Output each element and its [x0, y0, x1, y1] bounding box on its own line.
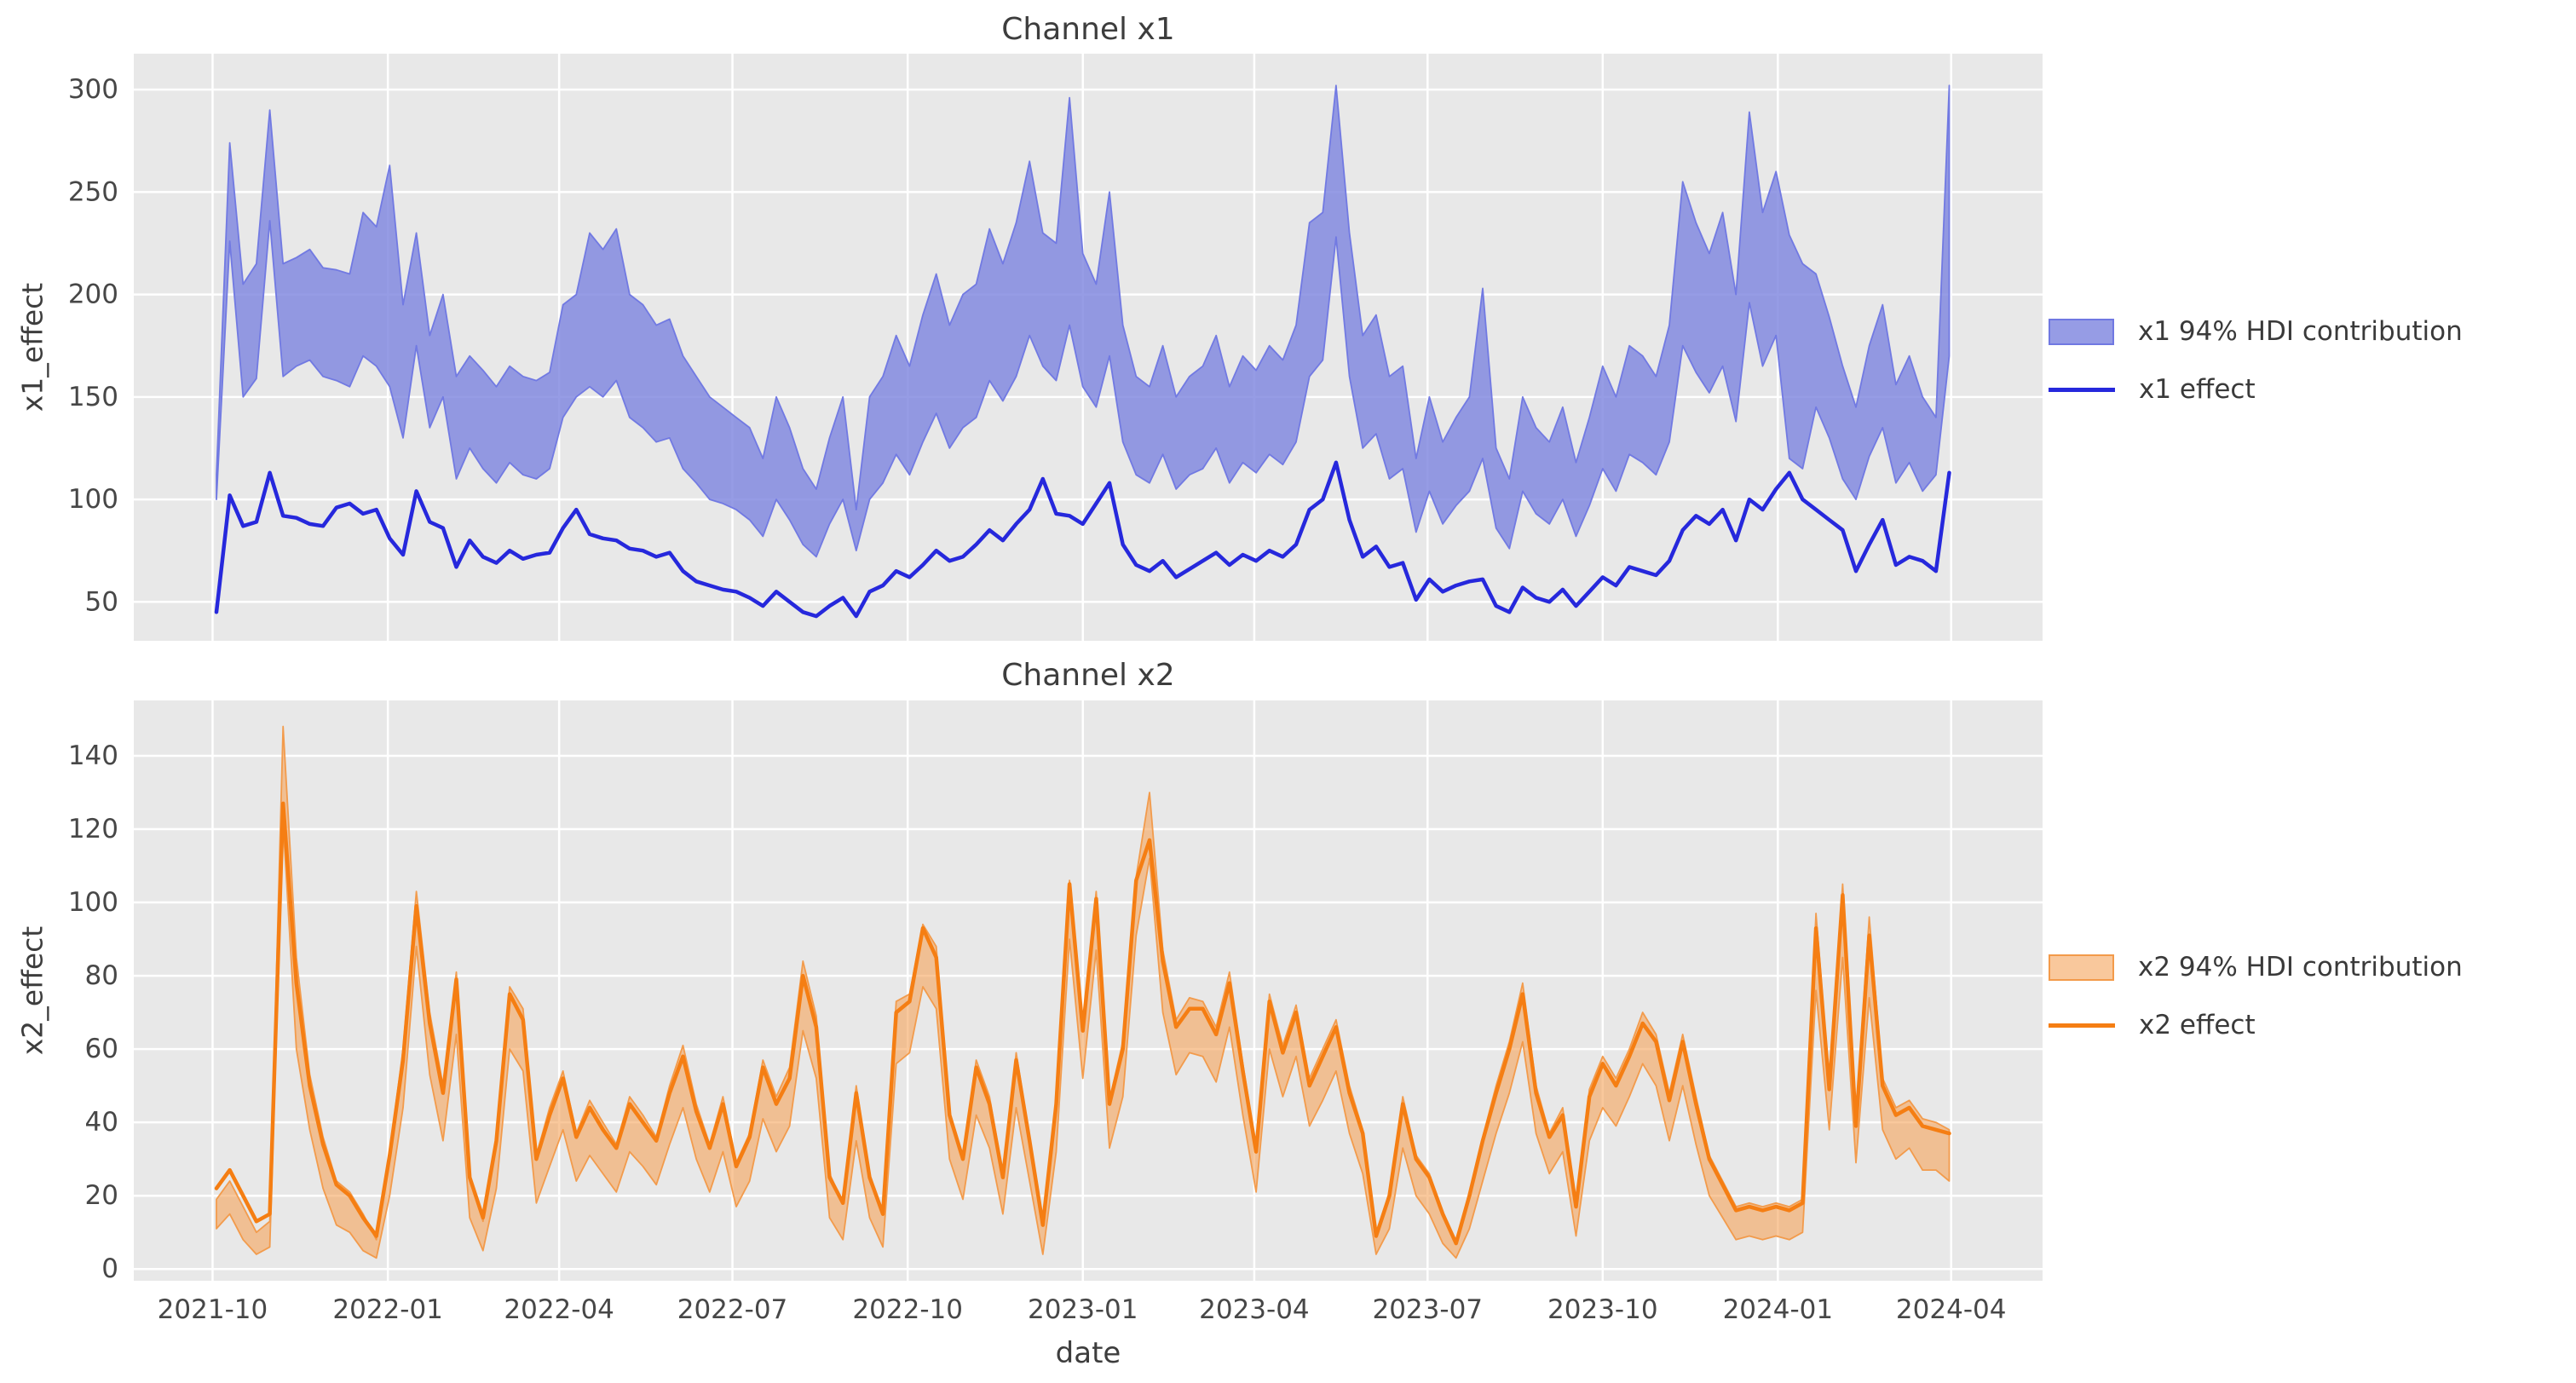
- x-tick-label: 2022-10: [852, 1294, 963, 1325]
- chart2-title: Channel x2: [1001, 658, 1175, 693]
- legend-label: x2 effect: [2139, 1010, 2256, 1040]
- y-tick-label: 50: [85, 586, 118, 617]
- legend-item-x2-effect: x2 effect: [2049, 1010, 2256, 1040]
- x2-effect-line-swatch-icon: [2049, 1023, 2115, 1028]
- y-tick-label: 60: [85, 1034, 118, 1064]
- x-axis-label: date: [1055, 1336, 1121, 1370]
- legend-label: x1 effect: [2139, 374, 2256, 405]
- x-tick-label: 2021-10: [158, 1294, 268, 1325]
- x-tick-label: 2024-04: [1896, 1294, 2007, 1325]
- x1-effect-line-swatch-icon: [2049, 387, 2115, 392]
- y-tick-label: 20: [85, 1180, 118, 1211]
- x-tick-label: 2024-01: [1723, 1294, 1834, 1325]
- legend-label: x1 94% HDI contribution: [2138, 316, 2463, 347]
- x-tick-label: 2023-04: [1199, 1294, 1310, 1325]
- y-tick-label: 80: [85, 960, 118, 991]
- chart1-title: Channel x1: [1001, 12, 1175, 47]
- y-tick-label: 140: [68, 740, 118, 771]
- x-tick-label: 2023-01: [1028, 1294, 1138, 1325]
- y-tick-label: 100: [68, 484, 118, 515]
- y-tick-label: 250: [68, 176, 118, 207]
- x-tick-label: 2023-10: [1547, 1294, 1658, 1325]
- x-tick-label: 2022-07: [677, 1294, 788, 1325]
- legend-item-x1-effect: x1 effect: [2049, 374, 2256, 405]
- chart1-y-axis-label: x1_effect: [15, 282, 49, 412]
- y-tick-label: 100: [68, 887, 118, 918]
- x1-hdi-band: [216, 84, 1951, 558]
- x-tick-label: 2022-04: [504, 1294, 614, 1325]
- x2-hdi-band-swatch-icon: [2049, 954, 2114, 981]
- x-tick-label: 2023-07: [1372, 1294, 1483, 1325]
- x2-effect-line: [214, 801, 1951, 1246]
- y-tick-label: 0: [101, 1253, 118, 1284]
- y-tick-label: 300: [68, 74, 118, 105]
- x1-hdi-band-swatch-icon: [2049, 318, 2114, 345]
- y-tick-label: 200: [68, 279, 118, 310]
- legend-item-x2-hdi: x2 94% HDI contribution: [2049, 952, 2463, 983]
- chart2-y-axis-label: x2_effect: [15, 925, 49, 1056]
- legend-item-x1-hdi: x1 94% HDI contribution: [2049, 316, 2463, 347]
- y-tick-label: 120: [68, 814, 118, 844]
- legend-label: x2 94% HDI contribution: [2138, 952, 2463, 983]
- y-tick-label: 40: [85, 1107, 118, 1138]
- y-tick-label: 150: [68, 382, 118, 412]
- x-tick-label: 2022-01: [332, 1294, 443, 1325]
- x1-effect-line: [214, 460, 1951, 619]
